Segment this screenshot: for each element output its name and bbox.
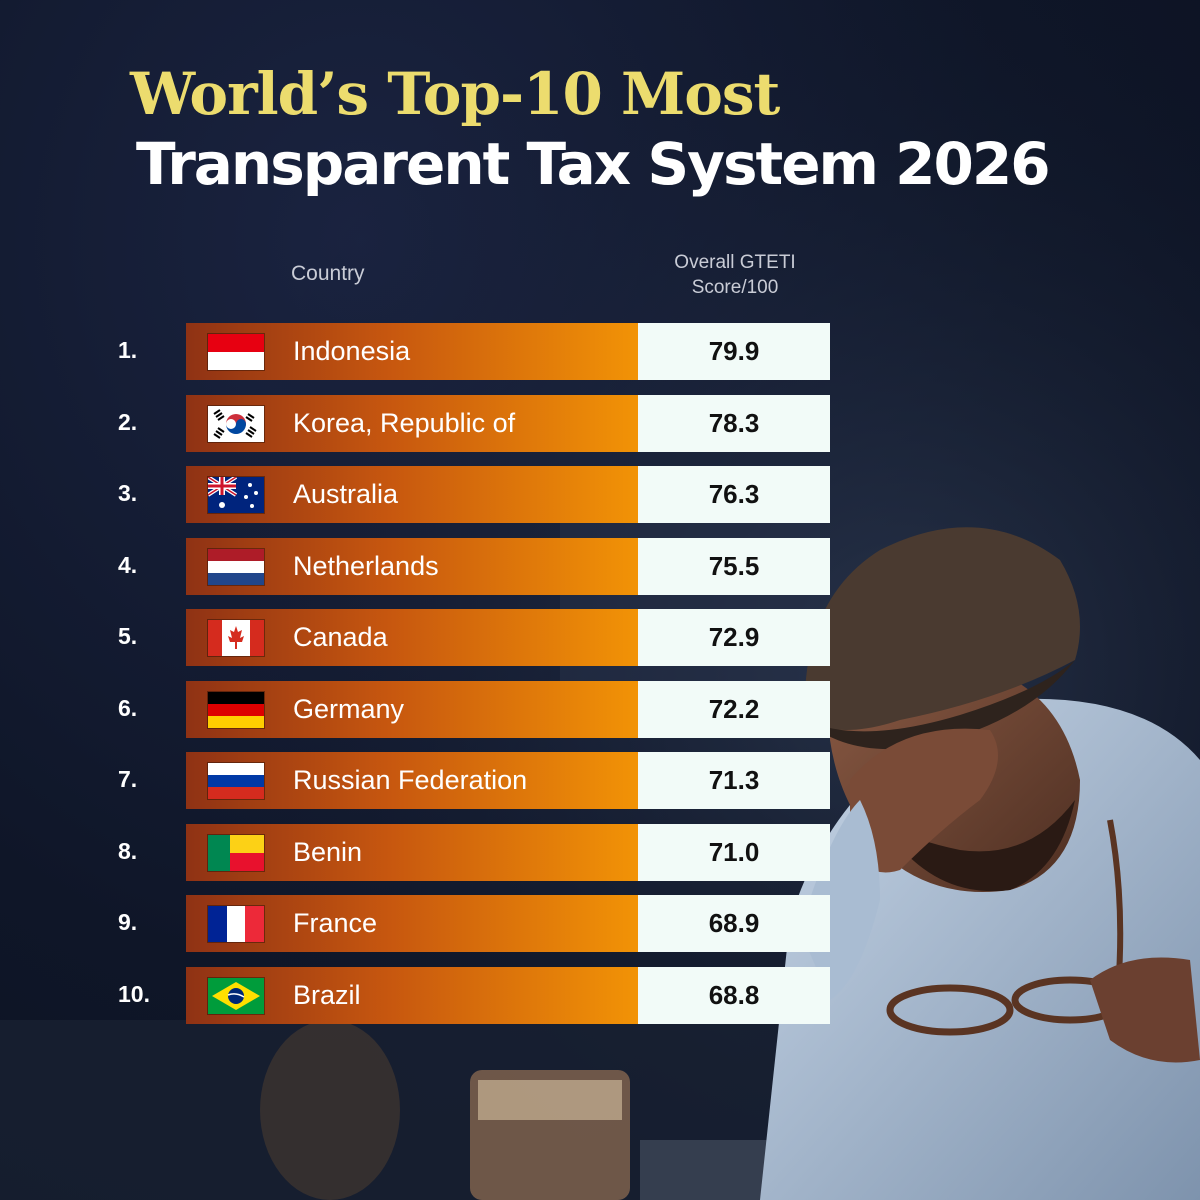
score-cell: [638, 538, 830, 595]
table-row: 6. Germany 72.2: [0, 681, 830, 738]
table-row: 4. Netherlands 75.5: [0, 538, 830, 595]
country-name: Netherlands: [293, 551, 439, 581]
rank-label: 7.: [118, 766, 138, 792]
country-name: France: [293, 908, 378, 938]
russia-flag-icon: [208, 763, 264, 799]
score-cell: [638, 895, 830, 952]
score-cell: [638, 395, 830, 452]
column-header-score: Overall GTETI Score/100: [640, 250, 830, 300]
title-line-2: Transparent Tax System 2026: [136, 130, 1051, 198]
score-cell: [638, 967, 830, 1024]
rank-label: 8.: [118, 838, 138, 864]
rank-label: 6.: [118, 695, 138, 721]
score-value: 76.3: [708, 479, 760, 509]
score-cell: [638, 609, 830, 666]
table-row: 3. Australia 76.3: [0, 466, 830, 523]
score-value: 78.3: [708, 408, 760, 438]
rank-label: 1.: [118, 337, 138, 363]
table-row: 2. Korea, Republic of 78.3: [0, 395, 830, 452]
table-row: 1. Indonesia 79.9: [0, 323, 830, 380]
country-name: Canada: [293, 622, 388, 652]
score-cell: [638, 752, 830, 809]
score-value: 79.9: [708, 336, 760, 366]
title-line-1: World’s Top-10 Most: [130, 60, 780, 128]
table-row: 8. Benin 71.0: [0, 824, 830, 881]
benin-flag-icon: [208, 835, 264, 871]
rank-label: 9.: [118, 909, 138, 935]
south-korea-flag-icon: [208, 406, 264, 442]
france-flag-icon: [208, 906, 264, 942]
indonesia-flag-icon: [208, 334, 264, 370]
rank-label: 10.: [118, 981, 150, 1007]
table-row: 9. France 68.9: [0, 895, 830, 952]
brazil-flag-icon: [208, 978, 264, 1014]
rank-label: 4.: [118, 552, 138, 578]
country-name: Indonesia: [293, 336, 411, 366]
score-cell: [638, 824, 830, 881]
rank-label: 3.: [118, 480, 138, 506]
score-value: 72.2: [708, 694, 760, 724]
country-name: Brazil: [293, 980, 361, 1010]
table-row: 7. Russian Federation 71.3: [0, 752, 830, 809]
germany-flag-icon: [208, 692, 264, 728]
score-value: 71.0: [708, 837, 760, 867]
score-cell: [638, 466, 830, 523]
rank-label: 2.: [118, 409, 138, 435]
canada-flag-icon: [208, 620, 264, 656]
score-cell: [638, 323, 830, 380]
table-row: 10. Brazil 68.8: [0, 967, 830, 1024]
country-name: Germany: [293, 694, 405, 724]
score-cell: [638, 681, 830, 738]
score-value: 72.9: [708, 622, 760, 652]
table-row: 5. Canada 72.9: [0, 609, 830, 666]
country-name: Korea, Republic of: [293, 408, 516, 438]
rank-label: 5.: [118, 623, 138, 649]
column-header-country: Country: [291, 262, 365, 285]
country-name: Russian Federation: [293, 765, 528, 795]
column-header-score-line-2: Score/100: [691, 277, 779, 298]
country-name: Benin: [293, 837, 363, 867]
score-value: 71.3: [708, 765, 760, 795]
score-value: 75.5: [708, 551, 760, 581]
column-header-score-line-1: Overall GTETI: [674, 252, 796, 273]
netherlands-flag-icon: [208, 549, 264, 585]
score-value: 68.8: [708, 980, 760, 1010]
score-value: 68.9: [708, 908, 760, 938]
country-name: Australia: [293, 479, 399, 509]
australia-flag-icon: [206, 475, 264, 513]
